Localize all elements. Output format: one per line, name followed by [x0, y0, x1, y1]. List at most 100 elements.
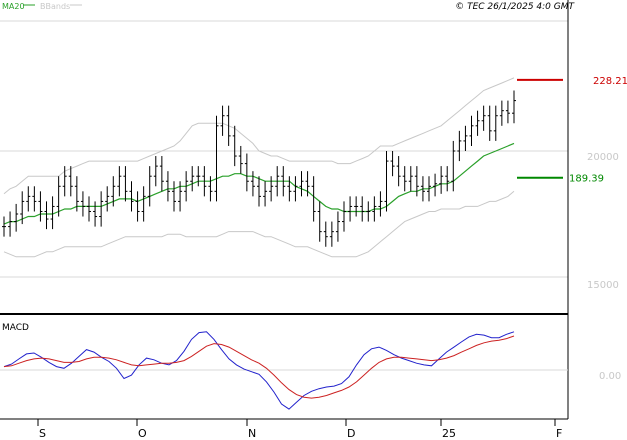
price-bar: [469, 115, 474, 146]
price-bar: [68, 166, 73, 197]
price-bar: [220, 105, 225, 136]
price-bar: [463, 125, 468, 151]
price-bar: [329, 221, 334, 247]
price-bar: [135, 191, 140, 222]
price-bar: [74, 176, 79, 212]
x-axis: S O N D 25 F: [37, 419, 562, 440]
price-bar: [451, 140, 456, 192]
price-bar: [111, 176, 116, 207]
price-bar: [287, 176, 292, 202]
price-bar: [378, 191, 383, 217]
price-bar: [62, 166, 67, 197]
price-bar: [26, 186, 31, 212]
price-bar: [439, 166, 444, 194]
price-bar: [238, 145, 243, 174]
price-bar: [257, 176, 261, 207]
price-bar: [420, 176, 425, 202]
price-bar: [208, 176, 213, 202]
macd-line: [3, 331, 515, 410]
price-bar: [475, 110, 480, 136]
price-bar: [196, 166, 201, 187]
legend-bbands: BBands: [40, 2, 70, 11]
price-bar: [129, 181, 134, 212]
price-bar: [178, 181, 183, 212]
ytick-label-200: 20000: [587, 152, 619, 163]
price-bar: [281, 166, 286, 197]
price-bar: [244, 153, 249, 192]
price-bar: [250, 171, 255, 197]
x-tick-label: F: [556, 427, 562, 440]
support-label: 189.39: [569, 174, 604, 185]
price-bar: [305, 171, 310, 197]
price-bar: [408, 166, 413, 192]
price-bar: [433, 173, 438, 197]
price-bar: [50, 196, 55, 230]
legend-ma20: MA20: [2, 2, 25, 11]
price-bar: [172, 181, 176, 212]
price-bar: [123, 166, 128, 202]
macd-title: MACD: [2, 323, 29, 333]
price-bar: [44, 201, 49, 230]
price-bar: [481, 105, 486, 131]
price-bar: [348, 196, 353, 222]
price-bar: [445, 166, 450, 192]
price-bar: [414, 166, 419, 197]
price-bar: [293, 176, 298, 202]
price-bar: [32, 186, 37, 212]
price-bar: [335, 211, 340, 242]
price-bar: [384, 151, 389, 212]
price-bar: [165, 171, 170, 202]
price-bar: [263, 181, 268, 207]
price-bar: [93, 201, 98, 227]
price-bar: [2, 216, 6, 237]
price-bar: [56, 176, 61, 217]
price-bar: [354, 196, 359, 217]
price-bar: [214, 115, 219, 202]
x-tick-label: D: [347, 427, 355, 440]
price-bar: [505, 100, 510, 124]
bollinger-lower-band: [3, 190, 515, 258]
signal-line: [3, 335, 515, 399]
price-bar: [512, 90, 516, 124]
price-bar: [269, 176, 274, 202]
price-bar: [80, 191, 85, 217]
price-bar: [402, 166, 407, 192]
price-bar: [342, 201, 346, 232]
price-bar: [366, 201, 371, 222]
price-bar: [153, 156, 158, 187]
price-bar: [117, 166, 122, 197]
price-bar: [499, 100, 504, 126]
price-bar: [202, 166, 207, 197]
price-bar: [20, 191, 25, 225]
price-bar: [372, 196, 377, 222]
price-bar: [311, 176, 316, 222]
x-tick-label: 25: [442, 427, 456, 440]
ytick-label-150: 15000: [587, 280, 619, 291]
price-bar: [275, 166, 280, 197]
price-bar: [457, 130, 462, 162]
copyright-text: © TEC 26/1/2025 4:0 GMT: [455, 2, 575, 12]
x-tick-label: S: [39, 427, 46, 440]
x-tick-label: O: [138, 427, 147, 440]
price-bar: [396, 156, 401, 187]
price-bar: [493, 105, 498, 141]
price-bar: [147, 166, 152, 207]
price-bar: [14, 203, 19, 232]
price-bars: [2, 90, 516, 247]
price-bar: [8, 211, 13, 237]
price-bar: [232, 125, 237, 167]
price-bar: [184, 171, 189, 202]
price-bar: [99, 191, 104, 227]
price-bar: [360, 196, 365, 222]
price-bar: [390, 151, 395, 177]
price-bar: [299, 171, 304, 197]
price-bar: [487, 105, 492, 141]
price-bar: [159, 156, 164, 192]
price-bar: [317, 201, 322, 242]
bollinger-upper-band: [3, 77, 515, 195]
price-bar: [87, 196, 91, 222]
price-bar: [141, 186, 146, 222]
price-bar: [323, 221, 328, 247]
price-bar: [226, 105, 231, 146]
